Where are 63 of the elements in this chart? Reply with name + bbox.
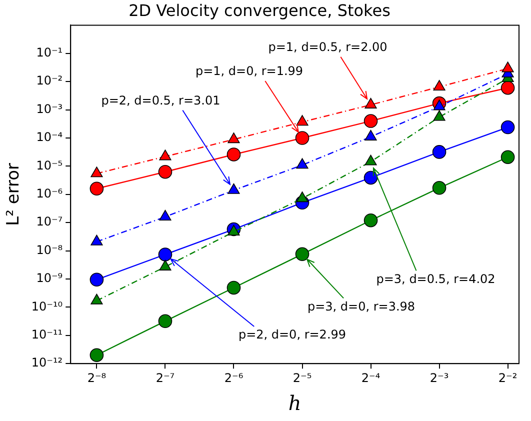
point bbox=[295, 131, 310, 145]
x-tick-label: 2⁻⁶ bbox=[224, 370, 244, 385]
point bbox=[296, 115, 308, 126]
point bbox=[433, 100, 446, 110]
point bbox=[432, 181, 446, 195]
point bbox=[500, 120, 515, 134]
point bbox=[296, 192, 308, 202]
point bbox=[433, 110, 446, 121]
point bbox=[226, 148, 241, 162]
point bbox=[502, 62, 514, 72]
point bbox=[364, 213, 378, 228]
y-tick-label: 10⁻⁶ bbox=[36, 186, 63, 201]
point bbox=[90, 182, 104, 196]
point bbox=[228, 183, 240, 194]
y-axis-title: L² error bbox=[4, 162, 24, 226]
point bbox=[228, 132, 240, 144]
y-tick-label: 10⁻⁵ bbox=[36, 158, 63, 172]
x-tick-label: 2⁻⁸ bbox=[87, 370, 106, 385]
annotation: p=3, d=0.5, r=4.02 bbox=[376, 272, 496, 286]
x-tick-label: 2⁻² bbox=[498, 370, 518, 385]
point bbox=[159, 210, 172, 220]
y-tick-label: 10⁻¹¹ bbox=[31, 328, 63, 342]
x-tick-label: 2⁻⁵ bbox=[292, 370, 312, 385]
point bbox=[90, 234, 103, 246]
point bbox=[364, 130, 377, 140]
x-tick-label: 2⁻³ bbox=[430, 370, 449, 385]
chart-title: 2D Velocity convergence, Stokes bbox=[128, 0, 390, 20]
point bbox=[364, 170, 378, 185]
y-tick-label: 10⁻¹² bbox=[31, 356, 63, 370]
y-tick-label: 10⁻⁸ bbox=[36, 242, 63, 257]
point bbox=[296, 158, 308, 169]
y-tick-label: 10⁻¹ bbox=[36, 46, 63, 60]
x-tick-label: 2⁻⁴ bbox=[361, 370, 380, 385]
y-tick-label: 10⁻³ bbox=[36, 102, 63, 116]
y-tick-label: 10⁻⁷ bbox=[36, 214, 63, 229]
y-tick-label: 10⁻⁴ bbox=[36, 130, 63, 144]
annotation: p=3, d=0, r=3.98 bbox=[307, 299, 416, 314]
point bbox=[433, 80, 446, 91]
annotation: p=1, d=0, r=1.99 bbox=[195, 64, 304, 78]
point bbox=[158, 248, 172, 262]
x-axis-title: h bbox=[288, 391, 302, 416]
point bbox=[432, 145, 446, 159]
x-tick-label: 2⁻⁷ bbox=[156, 370, 175, 385]
annotation: p=2, d=0.5, r=3.01 bbox=[101, 93, 220, 108]
point bbox=[90, 166, 103, 178]
point bbox=[159, 150, 172, 160]
annotation: p=1, d=0.5, r=2.00 bbox=[268, 40, 388, 54]
y-tick-label: 10⁻¹⁰ bbox=[31, 299, 63, 314]
point bbox=[90, 348, 104, 362]
annotation: p=2, d=0, r=2.99 bbox=[238, 328, 346, 342]
point bbox=[500, 150, 515, 164]
point bbox=[364, 154, 377, 166]
point bbox=[500, 80, 515, 95]
point bbox=[364, 114, 378, 128]
point bbox=[226, 280, 241, 295]
y-tick-label: 10⁻² bbox=[36, 74, 63, 88]
point bbox=[295, 247, 310, 262]
point bbox=[158, 314, 172, 328]
y-tick-label: 10⁻⁹ bbox=[36, 271, 63, 286]
point bbox=[228, 224, 240, 236]
point bbox=[90, 272, 104, 287]
point bbox=[158, 164, 172, 179]
point bbox=[364, 98, 377, 108]
